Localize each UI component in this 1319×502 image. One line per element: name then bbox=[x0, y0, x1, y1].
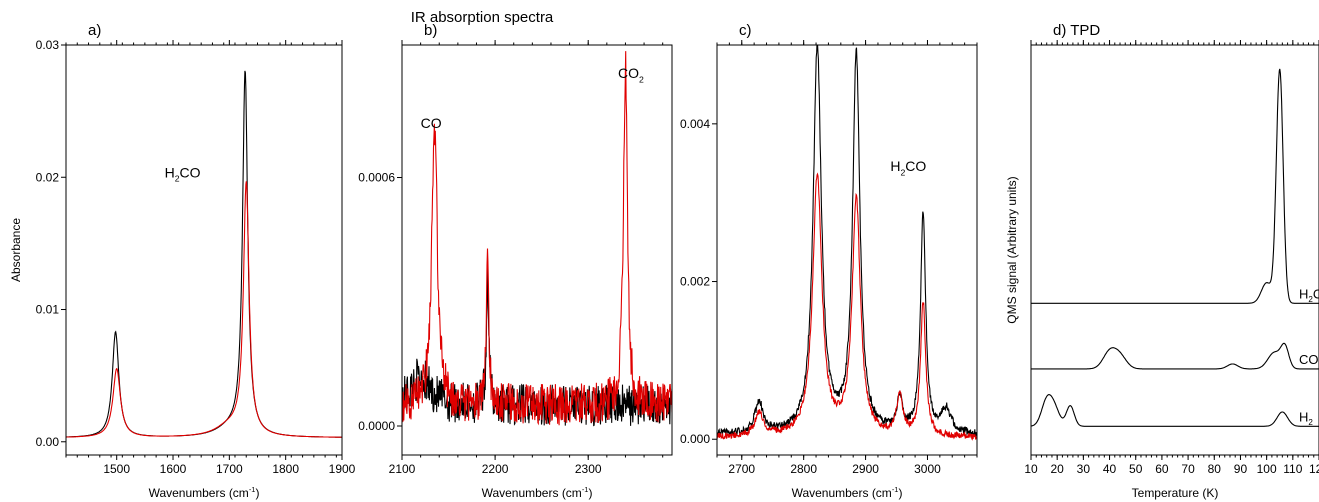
x-axis-label: Wavenumbers (cm-1) bbox=[482, 485, 593, 500]
y-tick-label: 0.03 bbox=[36, 38, 60, 52]
x-tick-label: 60 bbox=[1155, 462, 1169, 476]
y-axis-label: Absorbance bbox=[9, 218, 23, 282]
x-tick-label: 50 bbox=[1129, 462, 1143, 476]
y-tick-label: 0.000 bbox=[680, 432, 710, 446]
x-tick-label: 1700 bbox=[216, 462, 243, 476]
tpd-label-h2: H2 bbox=[1299, 409, 1313, 427]
x-tick-label: 80 bbox=[1208, 462, 1222, 476]
plot-frame bbox=[716, 44, 978, 456]
x-tick-label: 1500 bbox=[103, 462, 130, 476]
x-tick-label: 1900 bbox=[329, 462, 356, 476]
x-tick-label: 70 bbox=[1181, 462, 1195, 476]
figure-title: IR absorption spectra bbox=[411, 9, 554, 26]
x-tick-label: 2200 bbox=[482, 462, 509, 476]
tpd-curve-h2co bbox=[1031, 68, 1319, 304]
peak-annotation: H2CO bbox=[165, 164, 201, 183]
panel-3: c) 2700 2800 2900 3000 0.000 0.002 0.004 Wavenum… bbox=[680, 22, 978, 500]
y-tick-label: 0.02 bbox=[36, 170, 60, 184]
x-tick-label: 1800 bbox=[272, 462, 299, 476]
x-tick-label: 20 bbox=[1051, 462, 1065, 476]
panel-4: d) TPD H2CO CO H2 10 20 30 40 50 60 70 80 90 100 110 12… bbox=[1005, 22, 1319, 500]
spectrum-line-red bbox=[66, 181, 342, 438]
x-tick-label: 90 bbox=[1234, 462, 1248, 476]
spectrum-line-red bbox=[402, 51, 672, 426]
y-tick-label: 0.004 bbox=[680, 117, 710, 131]
peak-annotation: H2CO bbox=[890, 158, 926, 177]
x-axis-label: Wavenumbers (cm-1) bbox=[149, 485, 260, 500]
x-tick-label: 30 bbox=[1077, 462, 1091, 476]
spectrum-line-black bbox=[717, 45, 977, 438]
panel-label: b) bbox=[424, 22, 437, 39]
tpd-curve-h2 bbox=[1031, 394, 1319, 427]
y-tick-label: 0.0000 bbox=[358, 419, 395, 433]
x-tick-label: 40 bbox=[1103, 462, 1117, 476]
x-tick-label: 2100 bbox=[389, 462, 416, 476]
plot-frame bbox=[401, 44, 673, 456]
x-tick-label: 2700 bbox=[728, 462, 755, 476]
x-tick-label: 110 bbox=[1283, 462, 1302, 476]
x-tick-label: 100 bbox=[1257, 462, 1277, 476]
peak-annotation: CO2 bbox=[618, 65, 644, 84]
y-axis-label: QMS signal (Arbitrary units) bbox=[1005, 176, 1019, 323]
x-tick-label: 2300 bbox=[575, 462, 602, 476]
peak-annotation: CO bbox=[421, 115, 442, 131]
x-tick-label: 1600 bbox=[160, 462, 187, 476]
plot-frame bbox=[65, 44, 343, 456]
panel-2: b) 2100 2200 2300 0.0000 0.0006 Wavenumbers (c… bbox=[358, 22, 673, 500]
panel-label: a) bbox=[88, 22, 101, 39]
y-tick-label: 0.01 bbox=[36, 303, 60, 317]
x-tick-label: 3000 bbox=[914, 462, 941, 476]
spectrum-line-black bbox=[66, 70, 342, 438]
spectrum-line-red bbox=[717, 172, 977, 441]
x-axis-label: Temperature (K) bbox=[1132, 486, 1219, 500]
y-tick-label: 0.0006 bbox=[358, 171, 395, 185]
plot-frame bbox=[1030, 44, 1319, 456]
y-tick-label: 0.002 bbox=[680, 275, 710, 289]
panel-label: c) bbox=[739, 22, 752, 39]
y-tick-label: 0.00 bbox=[36, 435, 60, 449]
tpd-label-co: CO bbox=[1299, 352, 1319, 367]
x-tick-label: 120 bbox=[1309, 462, 1319, 476]
x-tick-label: 2800 bbox=[790, 462, 817, 476]
panel-label: d) TPD bbox=[1053, 22, 1100, 39]
x-tick-label: 10 bbox=[1024, 462, 1038, 476]
panel-1: a) 1500 1600 1700 1800 1900 0.00 0.01 0.02 0.03 Wa… bbox=[9, 22, 356, 500]
tpd-curve-co bbox=[1031, 342, 1319, 370]
tpd-label-h2co: H2CO bbox=[1299, 286, 1319, 304]
x-axis-label: Wavenumbers (cm-1) bbox=[792, 485, 903, 500]
x-tick-label: 2900 bbox=[852, 462, 879, 476]
